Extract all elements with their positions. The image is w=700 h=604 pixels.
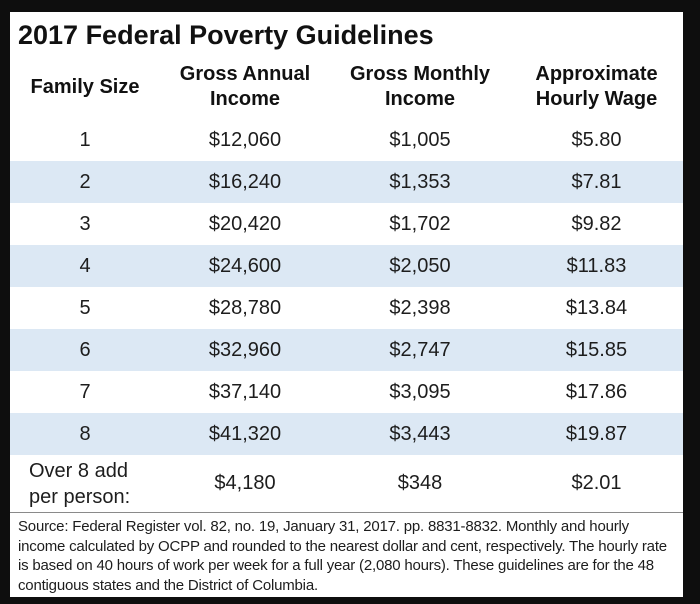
cell-hourly-wage: $11.83 [510,245,683,287]
cell-family-size: 2 [10,161,160,203]
cell-monthly-income: $1,005 [389,128,451,151]
cell-annual-income: $28,780 [208,296,282,319]
col-header-family-size: Family Size [30,75,140,98]
cell-family-size: 5 [79,296,91,319]
table-row: 8 $41,320 $3,443 $19.87 [10,413,683,455]
table-row: 7 $37,140 $3,095 $17.86 [10,371,683,413]
cell-annual-income: $16,240 [160,161,330,203]
table-row: 5 $28,780 $2,398 $13.84 [10,287,683,329]
cell-hourly-wage: $15.85 [510,329,683,371]
poverty-guidelines-panel: 2017 Federal Poverty Guidelines Family S… [10,12,683,597]
table-row: 4 $24,600 $2,050 $11.83 [10,245,683,287]
cell-annual-income: $12,060 [208,128,282,151]
cell-monthly-income: $348 [397,472,443,494]
cell-monthly-income: $1,702 [389,212,451,235]
cell-annual-income: $4,180 [214,472,276,494]
table-row: 6 $32,960 $2,747 $15.85 [10,329,683,371]
cell-annual-income: $24,600 [160,245,330,287]
source-note: Source: Federal Register vol. 82, no. 19… [10,512,683,595]
poverty-guidelines-table: Family Size Gross Annual Income Gross Mo… [10,55,683,512]
cell-annual-income: $41,320 [160,413,330,455]
cell-monthly-income: $3,095 [389,380,451,403]
cell-family-size: 6 [10,329,160,371]
cell-annual-income: $32,960 [160,329,330,371]
cell-monthly-income: $2,050 [330,245,510,287]
cell-annual-income: $37,140 [208,380,282,403]
cell-monthly-income: $1,353 [330,161,510,203]
header-row: Family Size Gross Annual Income Gross Mo… [10,55,683,119]
page-title: 2017 Federal Poverty Guidelines [18,20,434,50]
cell-monthly-income: $2,747 [330,329,510,371]
cell-annual-income: $20,420 [208,212,282,235]
col-header-gross-monthly-income: Gross Monthly Income [349,63,490,110]
table-row: 1 $12,060 $1,005 $5.80 [10,119,683,161]
cell-monthly-income: $3,443 [330,413,510,455]
cell-family-size: 3 [79,212,91,235]
cell-family-size: 1 [79,128,91,151]
table-row-over-8: Over 8 add per person: $4,180 $348 $2.01 [10,455,683,512]
cell-hourly-wage: $13.84 [565,296,628,319]
cell-family-size: 8 [10,413,160,455]
table-row: 2 $16,240 $1,353 $7.81 [10,161,683,203]
cell-monthly-income: $2,398 [389,296,451,319]
cell-hourly-wage: $17.86 [565,380,628,403]
cell-hourly-wage: $5.80 [571,128,622,151]
table-row: 3 $20,420 $1,702 $9.82 [10,203,683,245]
cell-hourly-wage: $19.87 [510,413,683,455]
cell-hourly-wage: $9.82 [571,212,622,235]
over-8-label-text: Over 8 add per person: [29,459,131,508]
cell-family-size: 4 [10,245,160,287]
col-header-approximate-hourly-wage: Approximate Hourly Wage [535,63,658,110]
cell-over-8-label: Over 8 add per person: [10,455,160,512]
cell-hourly-wage: $2.01 [571,472,622,494]
col-header-gross-annual-income: Gross Annual Income [179,63,311,110]
cell-family-size: 7 [79,380,91,403]
cell-hourly-wage: $7.81 [510,161,683,203]
